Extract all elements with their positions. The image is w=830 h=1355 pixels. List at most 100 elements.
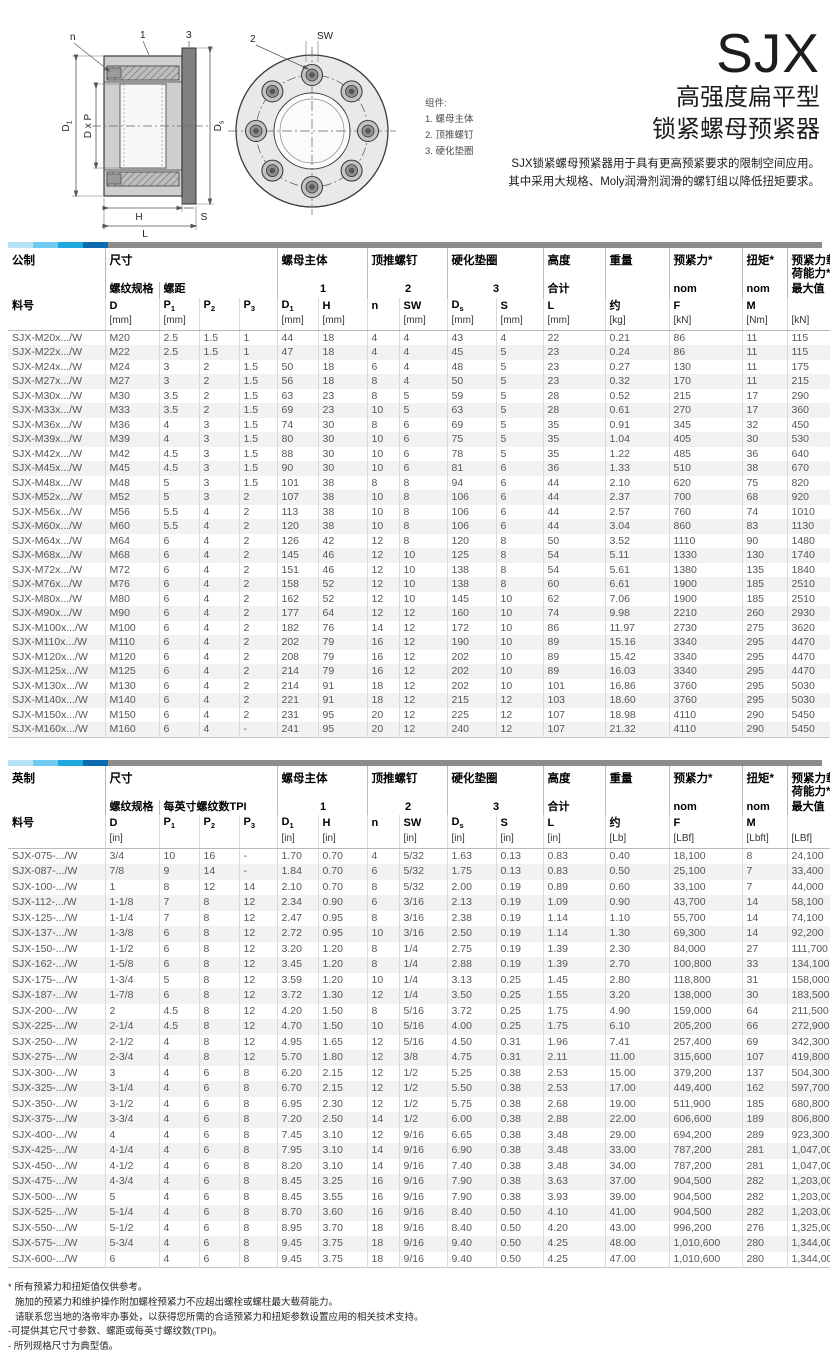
- cell: 8: [398, 504, 447, 520]
- cell: 1.84: [276, 864, 318, 880]
- cell: 0.38: [495, 1174, 543, 1190]
- cell: 1.5: [198, 345, 239, 360]
- cell: 4: [158, 1065, 199, 1082]
- cell: 1/4: [398, 988, 447, 1004]
- column-label: P2: [198, 297, 239, 314]
- cell: 295: [741, 693, 787, 708]
- cell: 28: [542, 388, 605, 404]
- table-row: SJX-M90x.../W M90 6 4 2 177 64 12 12 160 10 74 9.98 2…: [8, 606, 830, 621]
- cell: 4.20: [276, 1003, 318, 1020]
- cell: 46: [317, 548, 367, 563]
- cell: 10: [366, 490, 399, 505]
- table-row: SJX-250-.../W 2-1/2 4 8 12 4.95 1.65 12 5/16 4.50…: [8, 1034, 830, 1051]
- cell: 1.5: [238, 359, 277, 375]
- cell: 8: [238, 1205, 277, 1221]
- cell: 1330: [668, 548, 742, 563]
- part-number: SJX-425-.../W: [12, 1144, 78, 1157]
- cell: 10: [366, 446, 399, 462]
- cell: 14: [741, 895, 787, 911]
- cell: 4.25: [542, 1251, 605, 1268]
- part-number: SJX-M39x.../W: [12, 433, 83, 446]
- cell: 1-7/8: [104, 988, 159, 1004]
- cell: 1.75: [542, 1019, 605, 1035]
- cell: 295: [741, 664, 787, 679]
- cell: M160: [104, 722, 159, 738]
- cell: 4: [158, 1251, 199, 1268]
- cell: 16.03: [604, 664, 669, 679]
- cell: 12: [238, 988, 277, 1004]
- part-number: SJX-275-.../W: [12, 1051, 78, 1064]
- cell: 3.5: [158, 388, 199, 404]
- cell: 700: [668, 490, 742, 505]
- cell: 0.50: [495, 1251, 543, 1268]
- cell: 2.47: [276, 910, 318, 927]
- cell: 2: [238, 504, 277, 520]
- table-row: SJX-500-.../W 5 4 6 8 8.45 3.55 16 9/16 7.90 0.38 3…: [8, 1189, 830, 1206]
- cell: 35: [542, 432, 605, 447]
- imperial-table-body: SJX-075-.../W 3/4 10 16-1.70 0.70 4 5/32 1.63 0.…: [8, 848, 830, 1268]
- cell: 0.70: [317, 848, 367, 865]
- cell: 0.83: [542, 864, 605, 880]
- cell: 74: [741, 504, 787, 520]
- cell: 44,000: [786, 879, 830, 896]
- part-number: SJX-112-.../W: [12, 896, 77, 909]
- cell: 7.45: [276, 1127, 318, 1144]
- cell: 0.31: [495, 1034, 543, 1051]
- cell: 8: [366, 475, 399, 491]
- footnote-line: 请联系您当地的洛帝牢办事处，以获得您所需的合适预紧力和扭矩参数设置应用的相关技术…: [15, 1311, 424, 1323]
- cell: 2: [238, 620, 277, 636]
- cell: 6: [158, 635, 199, 650]
- cell: 2.53: [542, 1065, 605, 1082]
- cell: 12: [398, 678, 447, 694]
- cell: 23: [542, 345, 605, 360]
- table-row: SJX-M150x.../W M150 6 4 2 231 95 20 12 225 12 107 18…: [8, 707, 830, 723]
- cell: 160: [446, 606, 496, 621]
- cell: 18: [317, 330, 367, 346]
- column-label: 约: [604, 815, 669, 832]
- table-row: SJX-M30x.../W M30 3.5 2 1.5 63 23 8 5 59 5 28 0.52 21…: [8, 388, 830, 404]
- cell: 10: [495, 591, 543, 607]
- cell: 18.60: [604, 693, 669, 708]
- group-jack-screws: 顶推螺钉: [366, 248, 447, 283]
- cell: 3340: [668, 664, 742, 679]
- column-unit: [in]: [398, 831, 447, 849]
- subgroup-1: 1: [276, 282, 367, 298]
- cell: 88: [276, 446, 318, 462]
- cell: 2.00: [446, 879, 496, 896]
- cell: 806,800: [786, 1112, 830, 1128]
- cell: 0.38: [495, 1143, 543, 1159]
- cell: 107: [542, 707, 605, 723]
- column-label: [786, 815, 830, 832]
- cell: 202: [446, 649, 496, 665]
- cell: 12: [398, 649, 447, 665]
- cell: 6: [158, 988, 199, 1004]
- cell: 2: [238, 533, 277, 549]
- subgroup-thread-spec: 螺纹规格: [104, 800, 159, 816]
- cell: 120: [276, 519, 318, 534]
- cell: 134,100: [786, 957, 830, 973]
- cell: 86: [542, 620, 605, 636]
- cell: 904,500: [668, 1174, 742, 1190]
- cell: 6: [198, 1205, 239, 1221]
- cell: 69: [741, 1034, 787, 1051]
- part-number: SJX-M90x.../W: [12, 607, 83, 620]
- cell: 42: [317, 533, 367, 549]
- cell: 89: [542, 664, 605, 679]
- cell: 7: [741, 879, 787, 896]
- cell: 18: [317, 374, 367, 389]
- cell: 0.19: [495, 910, 543, 927]
- cell: 8.20: [276, 1158, 318, 1175]
- cell: 9/16: [398, 1143, 447, 1159]
- cell: 16: [366, 649, 399, 665]
- dim-s-label: S: [201, 212, 208, 223]
- cell: 7.90: [446, 1174, 496, 1190]
- part-number: SJX-M27x.../W: [12, 375, 83, 388]
- cell: 3: [158, 374, 199, 389]
- cell: 2: [198, 359, 239, 375]
- cell: 189: [741, 1112, 787, 1128]
- callout-n: n: [70, 32, 76, 43]
- cell: 10: [366, 519, 399, 534]
- cell: 69: [446, 417, 496, 433]
- group-capacity: 预紧力载 荷能力*: [786, 765, 830, 801]
